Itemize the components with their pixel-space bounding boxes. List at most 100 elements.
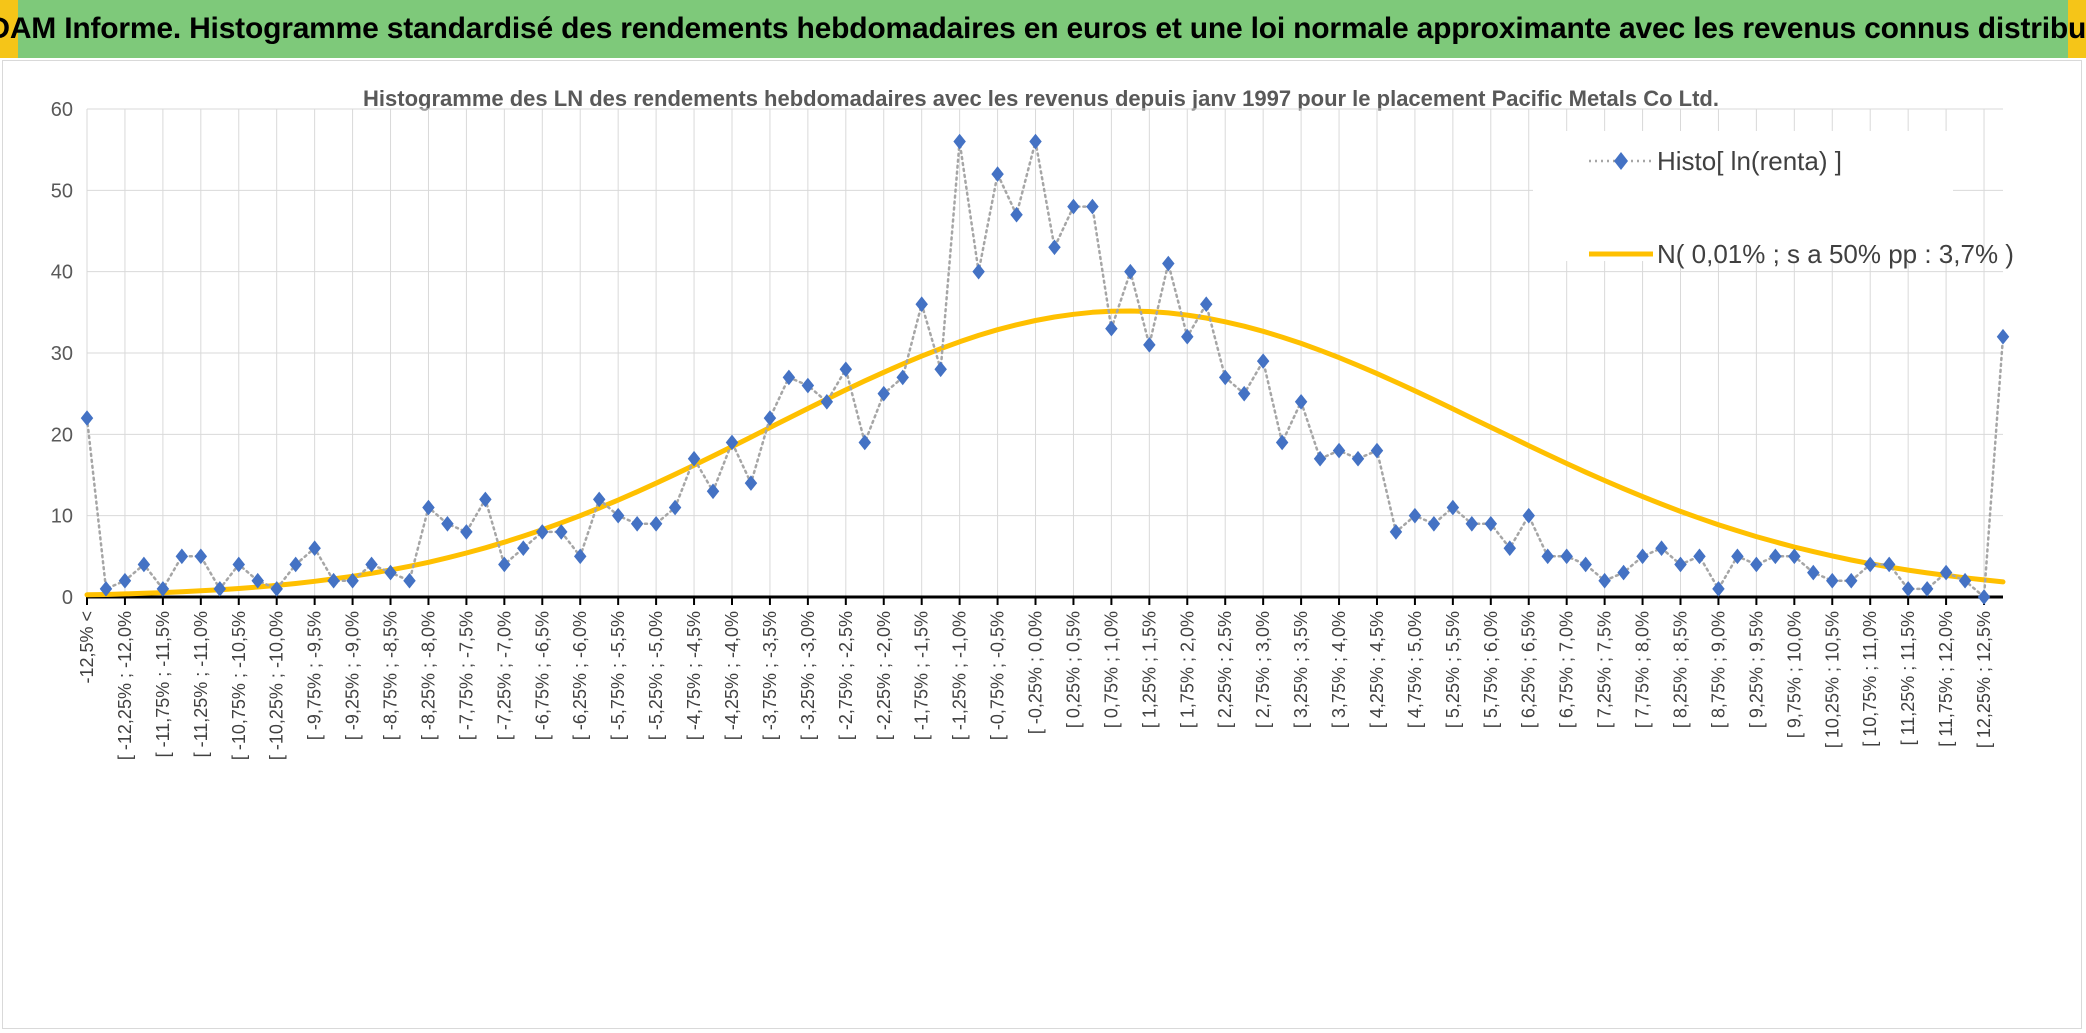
x-tick-label: [ 3,75% ; 4,0% (1329, 611, 1349, 728)
x-tick-label: [ -6,25% ; -6,0% (570, 611, 590, 740)
x-axis (86, 595, 2003, 605)
histogram-point (1901, 581, 1915, 597)
histogram-point (1731, 548, 1744, 565)
histogram-point (156, 581, 170, 597)
x-tick-label: [ 8,75% ; 9,0% (1708, 611, 1728, 728)
histogram-point (137, 556, 151, 573)
histogram-point (1029, 133, 1042, 150)
histogram-point (1408, 507, 1422, 524)
histogram-point (1465, 515, 1479, 532)
x-tick-label: [ 0,75% ; 1,0% (1101, 611, 1121, 728)
x-tick-label: [ 9,75% ; 10,0% (1784, 611, 1804, 738)
x-tick-label: [ -9,75% ; -9,5% (305, 611, 325, 740)
histogram-point (1674, 556, 1687, 573)
histogram-point (118, 572, 132, 589)
histogram-point (1105, 320, 1118, 337)
histogram-point (1389, 524, 1403, 540)
legend-histogram-marker (1614, 152, 1628, 170)
legend-background (1533, 131, 1953, 261)
histogram-point (1844, 572, 1858, 589)
legend-item-histogram: Histo[ ln(renta) ] (1589, 146, 1842, 176)
histogram-point (1275, 434, 1289, 451)
x-tick-label: [ -3,75% ; -3,5% (760, 611, 780, 740)
x-tick-label: [ 4,75% ; 5,0% (1405, 611, 1425, 728)
histogram-point (460, 524, 473, 540)
histogram-point (972, 263, 985, 280)
normal-curve-series (84, 308, 2006, 598)
x-tick-label: [ 5,25% ; 5,5% (1443, 611, 1463, 728)
x-tick-label: [ 1,25% ; 1,5% (1139, 611, 1159, 728)
histogram-point (1750, 556, 1763, 573)
histogram-point (630, 515, 644, 532)
histogram-point (915, 296, 928, 313)
histogram-point (308, 540, 321, 557)
histogram-point (611, 507, 625, 524)
histogram-point (1598, 572, 1611, 589)
x-tick-label: [ -0,75% ; -0,5% (988, 611, 1008, 740)
histogram-point (839, 361, 853, 378)
histogram-point (1181, 328, 1194, 345)
histogram-point (99, 581, 113, 597)
histogram-point (1218, 369, 1232, 386)
x-tick-label: [ 6,25% ; 6,5% (1519, 611, 1539, 728)
legend-normal-label: N( 0,01% ; s a 50% pp : 3,7% ) (1657, 239, 2014, 269)
x-axis-ticks: -12,5% < [ -12,25% ; -12,0% [ -11,75% ; -1… (77, 611, 1994, 760)
gridlines (86, 108, 2003, 597)
histogram-point (1712, 581, 1725, 597)
x-tick-label: [ 7,75% ; 8,0% (1633, 611, 1653, 728)
x-tick-label: [ 8,25% ; 8,5% (1671, 611, 1691, 728)
histogram-point (384, 564, 397, 581)
x-tick-label: [ -3,25% ; -3,0% (798, 611, 818, 740)
histogram-point (1124, 263, 1137, 280)
x-tick-label: [ -8,75% ; -8,5% (381, 611, 401, 740)
histogram-point (744, 475, 758, 491)
x-tick-label: [ -1,25% ; -1,0% (950, 611, 970, 740)
histogram-point (1351, 450, 1365, 467)
histogram-point (1010, 206, 1023, 223)
histogram-point (289, 556, 302, 573)
y-tick-label: 50 (51, 180, 73, 202)
report-title: ADAM Informe. Histogramme standardisé de… (0, 12, 2086, 45)
histogram-point (194, 548, 208, 565)
histogram-point (517, 540, 530, 557)
histogram-point (706, 483, 720, 500)
histogram-point (877, 385, 890, 402)
x-tick-label: [ 7,25% ; 7,5% (1595, 611, 1615, 728)
histogram-point (1996, 328, 2010, 345)
histogram-point (555, 524, 568, 540)
histogram-point (1162, 255, 1175, 272)
histogram-point (270, 581, 283, 597)
histogram-point (1958, 572, 1972, 589)
histogram-point (1256, 353, 1270, 369)
histogram-point (668, 499, 682, 516)
x-tick-label: [ 0,25% ; 0,5% (1063, 611, 1083, 728)
histogram-point (573, 548, 587, 565)
x-tick-label: [ 5,75% ; 6,0% (1481, 611, 1501, 728)
histogram-point (1370, 442, 1384, 459)
x-tick-label: [ -10,25% ; -10,0% (267, 611, 287, 760)
x-tick-label: [ -8,25% ; -8,0% (418, 611, 438, 740)
histogram-point (1617, 564, 1630, 581)
x-tick-label: [ -2,75% ; -2,5% (836, 611, 856, 740)
histogram-point (820, 393, 834, 410)
y-tick-label: 10 (51, 506, 73, 528)
x-tick-label: [ -10,75% ; -10,5% (229, 611, 249, 760)
x-tick-label: [ -4,25% ; -4,0% (722, 611, 742, 740)
chart-frame: Histogramme des LN des rendements hebdom… (2, 60, 2082, 1029)
x-tick-label: [ 4,25% ; 4,5% (1367, 611, 1387, 728)
x-tick-label: [ 11,75% ; 12,0% (1936, 611, 1956, 747)
histogram-point (1863, 556, 1877, 573)
x-tick-label: -12,5% < (77, 611, 97, 684)
histogram-point (1560, 548, 1573, 565)
histogram-point (1769, 548, 1782, 565)
y-tick-label: 0 (62, 587, 73, 609)
chart-title: Histogramme des LN des rendements hebdom… (363, 86, 1719, 111)
histogram-point (479, 491, 492, 508)
histogram-point (934, 361, 947, 378)
histogram-point (725, 434, 739, 451)
histogram-point (1067, 198, 1080, 215)
x-tick-label: [ 10,25% ; 10,5% (1822, 611, 1842, 748)
histogram-point (1920, 581, 1934, 597)
x-tick-label: [ 6,75% ; 7,0% (1557, 611, 1577, 728)
histogram-point (213, 581, 227, 597)
